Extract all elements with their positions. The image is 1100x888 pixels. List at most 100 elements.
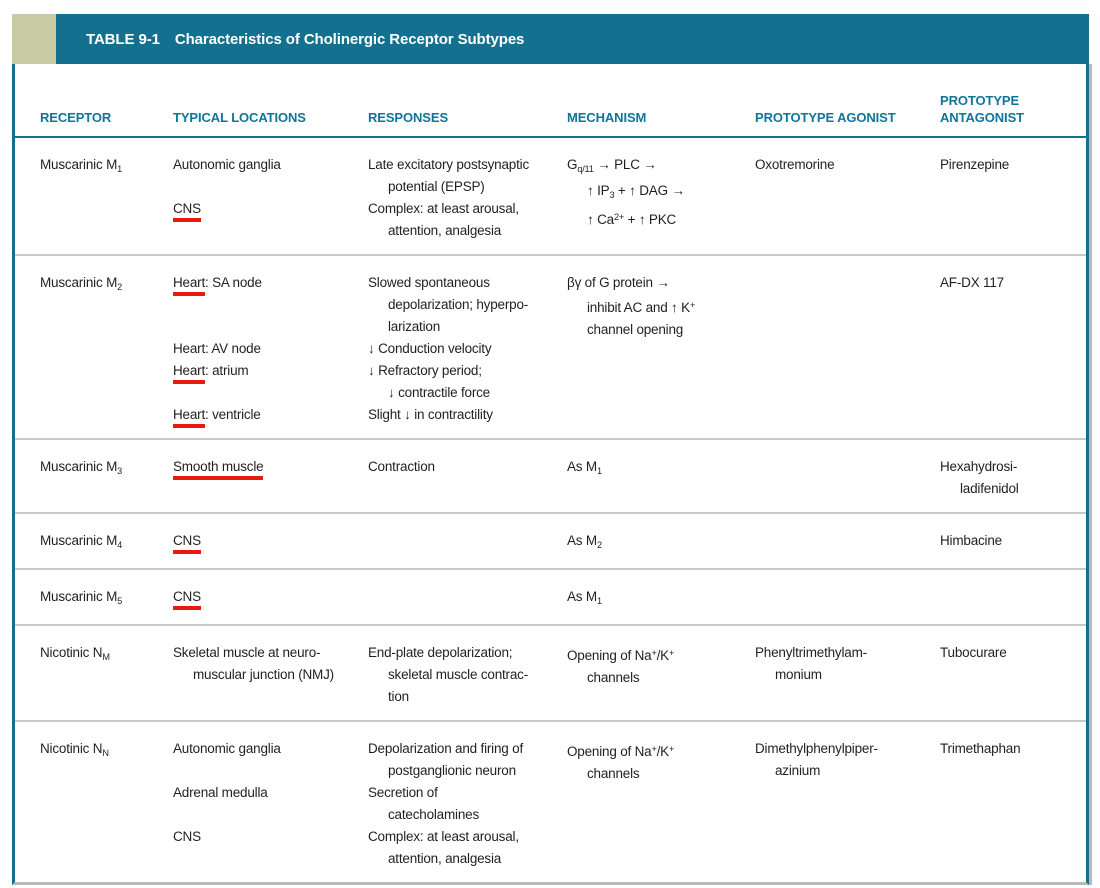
table-title: Characteristics of Cholinergic Receptor … bbox=[174, 30, 525, 48]
red-underline-annotation: Heart bbox=[173, 407, 205, 428]
cell-mechanism: As M2 bbox=[567, 530, 755, 556]
cell-mechanism: As M1 bbox=[567, 456, 755, 500]
cell-line: Heart: AV node bbox=[173, 341, 261, 356]
column-header-line: PROTOTYPE bbox=[940, 93, 1020, 108]
cell-line: ↑ IP3 + ↑ DAG → bbox=[587, 182, 685, 200]
red-underline-annotation: Heart bbox=[173, 363, 205, 384]
cell-locations: Smooth muscle bbox=[173, 456, 368, 500]
cell-line: azinium bbox=[775, 762, 821, 778]
cell-agonist bbox=[755, 586, 940, 612]
cell-line bbox=[173, 848, 368, 870]
cell-line: Contraction bbox=[368, 459, 435, 474]
cell-line: Slowed spontaneous bbox=[368, 275, 490, 290]
cell-agonist bbox=[755, 456, 940, 500]
cell-line: channel opening bbox=[587, 322, 684, 338]
column-header-antagonist: PROTOTYPE ANTAGONIST bbox=[940, 92, 1086, 126]
cell-line: Muscarinic M3 bbox=[40, 459, 123, 476]
cell-line: monium bbox=[775, 666, 822, 682]
cell-line: muscular junction (NMJ) bbox=[193, 666, 334, 682]
cell-line: skeletal muscle contrac- bbox=[388, 666, 529, 682]
cell-agonist: Oxotremorine bbox=[755, 154, 940, 242]
cell-mechanism: βγ of G protein → inhibit AC and ↑ K+ chan… bbox=[567, 272, 755, 426]
cell-line: Oxotremorine bbox=[755, 157, 835, 172]
column-header-receptor: RECEPTOR bbox=[40, 109, 173, 126]
cell-line: Pirenzepine bbox=[940, 157, 1010, 172]
column-header-line: ANTAGONIST bbox=[940, 110, 1024, 125]
cell-mechanism: As M1 bbox=[567, 586, 755, 612]
cell-receptor: Muscarinic M1 bbox=[40, 154, 173, 242]
cell-line bbox=[173, 294, 368, 316]
cell-line: Tubocurare bbox=[940, 644, 1007, 660]
column-header-line: PROTOTYPE AGONIST bbox=[755, 110, 896, 125]
cell-line bbox=[173, 382, 368, 404]
cell-line: Dimethylphenylpiper- bbox=[755, 740, 878, 756]
cell-line: AF-DX 117 bbox=[940, 275, 1004, 290]
cell-antagonist: AF-DX 117 bbox=[940, 272, 1086, 426]
cell-line bbox=[173, 804, 368, 826]
cell-line: Nicotinic NN bbox=[40, 740, 109, 758]
cell-agonist: Dimethylphenylpiper-azinium bbox=[755, 738, 940, 870]
cell-agonist bbox=[755, 530, 940, 556]
cell-line: Secretion of bbox=[368, 784, 438, 800]
cell-line: End-plate depolarization; bbox=[368, 644, 513, 660]
column-header-line: MECHANISM bbox=[567, 110, 647, 125]
cell-line: larization bbox=[388, 319, 441, 334]
table-header-bar: TABLE 9-1 Characteristics of Cholinergic… bbox=[12, 14, 1089, 64]
cell-responses: End-plate depolarization; skeletal muscle… bbox=[368, 642, 567, 708]
table-row: Muscarinic M3 Smooth muscle Contraction As … bbox=[15, 438, 1086, 512]
cell-receptor: Nicotinic NM bbox=[40, 642, 173, 708]
cell-line: Muscarinic M2 bbox=[40, 275, 123, 292]
table-card: TABLE 9-1 Characteristics of Cholinergic… bbox=[12, 14, 1089, 885]
cell-locations: Autonomic ganglia Adrenal medulla CNS bbox=[173, 738, 368, 870]
table-row: Muscarinic M5 CNS As M1 bbox=[15, 567, 1086, 624]
cell-receptor: Nicotinic NN bbox=[40, 738, 173, 870]
cell-line: Autonomic ganglia bbox=[173, 157, 281, 172]
cell-receptor: Muscarinic M2 bbox=[40, 272, 173, 426]
cell-line: ↑ Ca2+ + ↑ PKC bbox=[587, 211, 677, 227]
cell-line: potential (EPSP) bbox=[388, 179, 485, 194]
cell-line: ↓ Refractory period; bbox=[368, 363, 482, 378]
cell-line: channels bbox=[587, 669, 640, 685]
cell-line bbox=[173, 176, 368, 198]
table-row: Nicotinic NN Autonomic ganglia Adrenal med… bbox=[15, 719, 1086, 882]
cell-line: CNS bbox=[173, 586, 368, 610]
table-row: Muscarinic M1 Autonomic ganglia CNS Late ex… bbox=[15, 138, 1086, 254]
red-underline-annotation: CNS bbox=[173, 588, 201, 610]
cell-locations: Skeletal muscle at neuro-muscular juncti… bbox=[173, 642, 368, 708]
cell-line: ↓ contractile force bbox=[388, 385, 490, 400]
cell-line: ↓ Conduction velocity bbox=[368, 341, 492, 356]
cell-locations: CNS bbox=[173, 586, 368, 612]
column-header-responses: RESPONSES bbox=[368, 109, 567, 126]
cell-line: Heart: SA node bbox=[173, 272, 368, 296]
cell-line: As M1 bbox=[567, 459, 602, 476]
cell-line: βγ of G protein → bbox=[567, 275, 670, 290]
cell-responses: Slowed spontaneous depolarization; hyperp… bbox=[368, 272, 567, 426]
cell-line: Gq/11 → PLC → bbox=[567, 157, 657, 174]
cell-line: attention, analgesia bbox=[388, 850, 502, 866]
cell-line: ladifenidol bbox=[960, 481, 1019, 496]
cell-line: Slight ↓ in contractility bbox=[368, 407, 493, 422]
cell-receptor: Muscarinic M4 bbox=[40, 530, 173, 556]
cell-line: Nicotinic NM bbox=[40, 644, 110, 662]
cell-responses: Depolarization and firing of postganglion… bbox=[368, 738, 567, 870]
cell-line bbox=[173, 220, 368, 242]
cell-line: Himbacine bbox=[940, 533, 1002, 548]
column-header-line: RECEPTOR bbox=[40, 110, 112, 125]
cell-locations: CNS bbox=[173, 530, 368, 556]
column-header-line: RESPONSES bbox=[368, 110, 449, 125]
cell-receptor: Muscarinic M3 bbox=[40, 456, 173, 500]
red-underline-annotation: CNS bbox=[173, 201, 201, 222]
cell-responses: Late excitatory postsynaptic potential (E… bbox=[368, 154, 567, 242]
cell-responses bbox=[368, 530, 567, 556]
cell-antagonist: Himbacine bbox=[940, 530, 1086, 556]
cell-line: Opening of Na+/K+ bbox=[567, 743, 675, 759]
table-row: Nicotinic NM Skeletal muscle at neuro-mus… bbox=[15, 623, 1086, 720]
cell-line: Muscarinic M4 bbox=[40, 533, 123, 550]
cell-line: Complex: at least arousal, bbox=[368, 828, 519, 844]
cell-line: Skeletal muscle at neuro- bbox=[173, 644, 321, 660]
column-header-line: TYPICAL LOCATIONS bbox=[173, 110, 306, 125]
cell-antagonist: Tubocurare bbox=[940, 642, 1086, 708]
cell-antagonist: Trimethaphan bbox=[940, 738, 1086, 870]
red-underline-annotation: Smooth muscle bbox=[173, 459, 264, 480]
cell-agonist bbox=[755, 272, 940, 426]
